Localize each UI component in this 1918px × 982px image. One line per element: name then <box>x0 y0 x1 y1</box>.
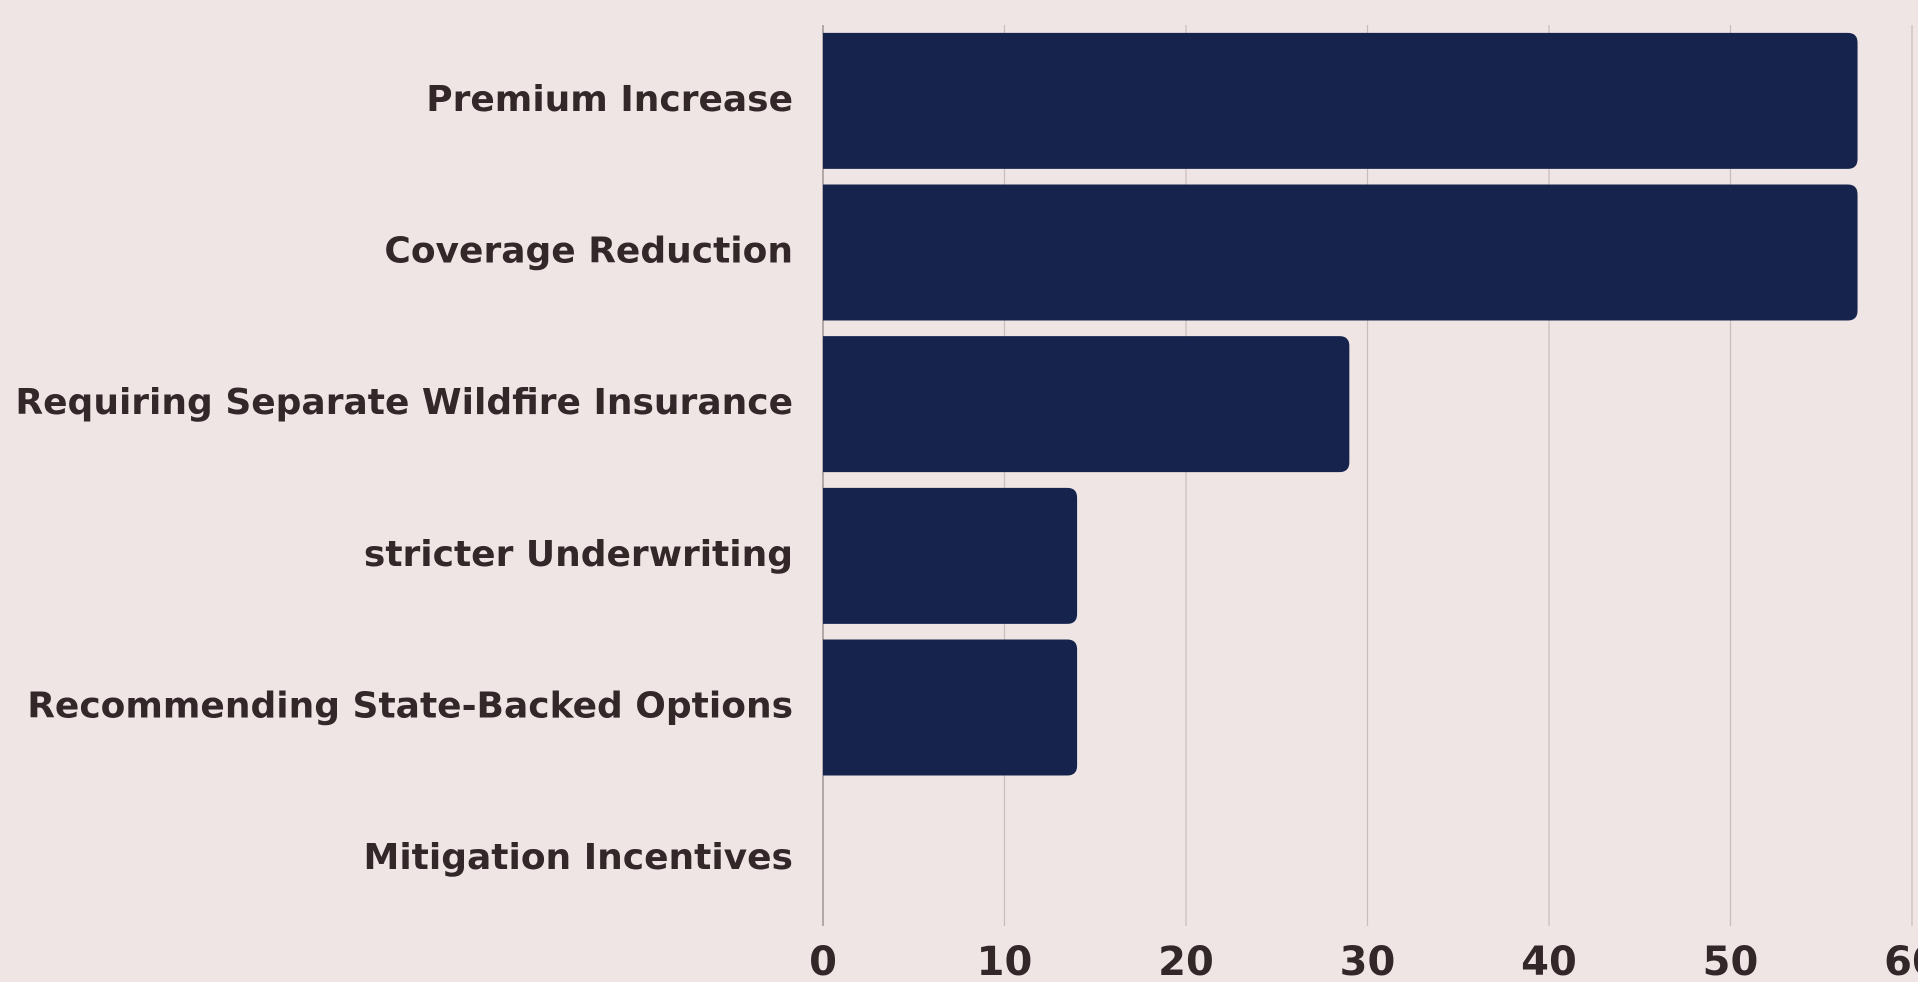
bar <box>823 32 1858 169</box>
bar <box>823 184 1858 321</box>
y-tick-label: Requiring Separate Wildfire Insurance <box>15 382 793 423</box>
y-tick-label: Premium Increase <box>426 79 793 120</box>
x-tick-label: 60 <box>1884 939 1918 982</box>
x-tick-label: 30 <box>1340 939 1396 982</box>
bar <box>823 639 1078 776</box>
x-tick-label: 0 <box>809 939 837 982</box>
bar <box>823 487 1078 624</box>
y-tick-label: stricter Underwriting <box>364 534 793 575</box>
x-tick-label: 40 <box>1521 939 1577 982</box>
y-tick-label: Coverage Reduction <box>384 231 793 272</box>
x-tick-label: 20 <box>1158 939 1214 982</box>
x-tick-label: 10 <box>977 939 1033 982</box>
y-tick-label: Recommending State-Backed Options <box>27 686 793 727</box>
y-tick-label: Mitigation Incentives <box>364 837 794 878</box>
bar <box>823 336 1350 473</box>
x-tick-label: 50 <box>1703 939 1759 982</box>
